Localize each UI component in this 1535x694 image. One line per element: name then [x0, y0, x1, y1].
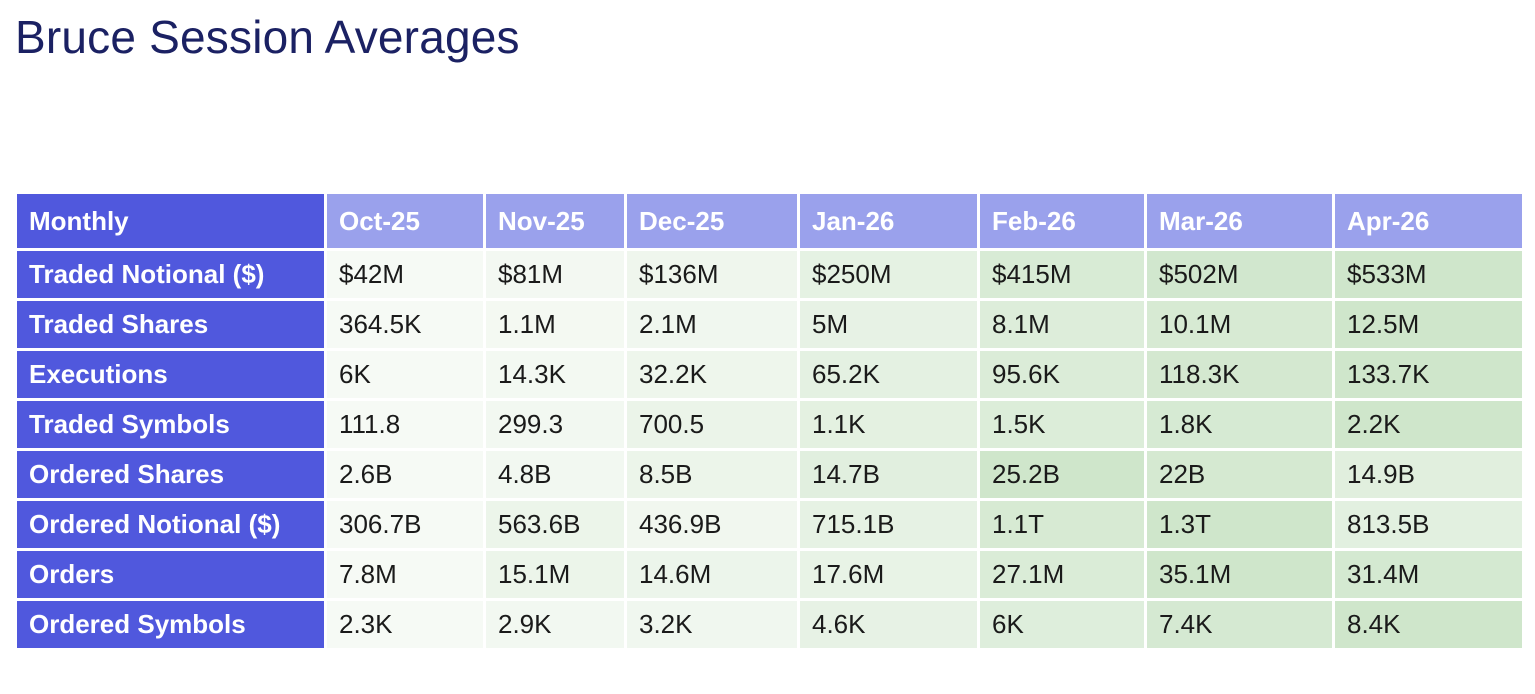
table-cell: 17.6M [797, 548, 980, 601]
table-row: Traded Symbols 111.8 299.3 700.5 1.1K 1.5K 1.8… [14, 398, 1525, 451]
column-header: Jan-26 [797, 191, 980, 251]
table-cell: $42M [324, 248, 486, 301]
table-cell: 14.3K [483, 348, 627, 401]
column-header: Nov-25 [483, 191, 627, 251]
table-cell: 27.1M [977, 548, 1147, 601]
column-header: Dec-25 [624, 191, 800, 251]
table-cell: 7.8M [324, 548, 486, 601]
table-cell: $415M [977, 248, 1147, 301]
table-cell: $533M [1332, 248, 1525, 301]
table-cell: 3.2K [624, 598, 800, 651]
table-cell: 8.5B [624, 448, 800, 501]
table-cell: 364.5K [324, 298, 486, 351]
row-header: Traded Notional ($) [14, 248, 327, 301]
table-cell: 32.2K [624, 348, 800, 401]
table-cell: 306.7B [324, 498, 486, 551]
table-row: Ordered Notional ($) 306.7B 563.6B 436.9B 71… [14, 498, 1525, 551]
column-header: Mar-26 [1144, 191, 1335, 251]
table-cell: 6K [977, 598, 1147, 651]
table-cell: 4.6K [797, 598, 980, 651]
table-row: Orders 7.8M 15.1M 14.6M 17.6M 27.1M 35.1M 31.4M [14, 548, 1525, 601]
table-cell: 25.2B [977, 448, 1147, 501]
row-header: Traded Shares [14, 298, 327, 351]
table-cell: 2.3K [324, 598, 486, 651]
table-cell: 10.1M [1144, 298, 1335, 351]
table-row: Traded Notional ($) $42M $81M $136M $250M $41… [14, 248, 1525, 301]
row-header: Executions [14, 348, 327, 401]
row-header: Ordered Notional ($) [14, 498, 327, 551]
table-cell: 2.2K [1332, 398, 1525, 451]
table-row: Ordered Shares 2.6B 4.8B 8.5B 14.7B 25.2B 22B 1… [14, 448, 1525, 501]
row-header: Ordered Symbols [14, 598, 327, 651]
table-cell: 8.4K [1332, 598, 1525, 651]
table-cell: 118.3K [1144, 348, 1335, 401]
table-cell: 2.1M [624, 298, 800, 351]
table-cell: $81M [483, 248, 627, 301]
table-cell: 22B [1144, 448, 1335, 501]
row-header: Ordered Shares [14, 448, 327, 501]
table-cell: $250M [797, 248, 980, 301]
table-cell: 4.8B [483, 448, 627, 501]
table-cell: $502M [1144, 248, 1335, 301]
table-row: Executions 6K 14.3K 32.2K 65.2K 95.6K 118.3K 13… [14, 348, 1525, 401]
table-cell: 95.6K [977, 348, 1147, 401]
table-cell: 1.5K [977, 398, 1147, 451]
row-header: Traded Symbols [14, 398, 327, 451]
table-cell: 436.9B [624, 498, 800, 551]
table-cell: 8.1M [977, 298, 1147, 351]
table-cell: 1.3T [1144, 498, 1335, 551]
table-cell: 715.1B [797, 498, 980, 551]
corner-header: Monthly [14, 191, 327, 251]
table-cell: 111.8 [324, 398, 486, 451]
table-row: Ordered Symbols 2.3K 2.9K 3.2K 4.6K 6K 7.4K 8.4… [14, 598, 1525, 651]
table-cell: 65.2K [797, 348, 980, 401]
table-cell: 563.6B [483, 498, 627, 551]
row-header: Orders [14, 548, 327, 601]
table-cell: 5M [797, 298, 980, 351]
table-cell: 15.1M [483, 548, 627, 601]
table-row: Traded Shares 364.5K 1.1M 2.1M 5M 8.1M 10.1M 12… [14, 298, 1525, 351]
table-cell: 299.3 [483, 398, 627, 451]
table-cell: 133.7K [1332, 348, 1525, 401]
table-cell: 1.1M [483, 298, 627, 351]
table-cell: 700.5 [624, 398, 800, 451]
table-cell: 2.9K [483, 598, 627, 651]
table-cell: 14.9B [1332, 448, 1525, 501]
table-cell: 1.1T [977, 498, 1147, 551]
table-cell: 7.4K [1144, 598, 1335, 651]
column-header: Oct-25 [324, 191, 486, 251]
table-cell: 1.1K [797, 398, 980, 451]
table-cell: 14.7B [797, 448, 980, 501]
table-cell: 2.6B [324, 448, 486, 501]
table-cell: 35.1M [1144, 548, 1335, 601]
table-cell: 14.6M [624, 548, 800, 601]
page-title: Bruce Session Averages [15, 11, 520, 63]
header-row: Monthly Oct-25 Nov-25 Dec-25 Jan-26 Feb-… [14, 191, 1525, 251]
table-cell: $136M [624, 248, 800, 301]
table-cell: 12.5M [1332, 298, 1525, 351]
table-cell: 31.4M [1332, 548, 1525, 601]
column-header: Feb-26 [977, 191, 1147, 251]
table-body: Traded Notional ($) $42M $81M $136M $250M $41… [14, 248, 1525, 651]
session-averages-table: Monthly Oct-25 Nov-25 Dec-25 Jan-26 Feb-… [14, 191, 1525, 651]
table-cell: 6K [324, 348, 486, 401]
table-cell: 813.5B [1332, 498, 1525, 551]
table-cell: 1.8K [1144, 398, 1335, 451]
column-header: Apr-26 [1332, 191, 1525, 251]
